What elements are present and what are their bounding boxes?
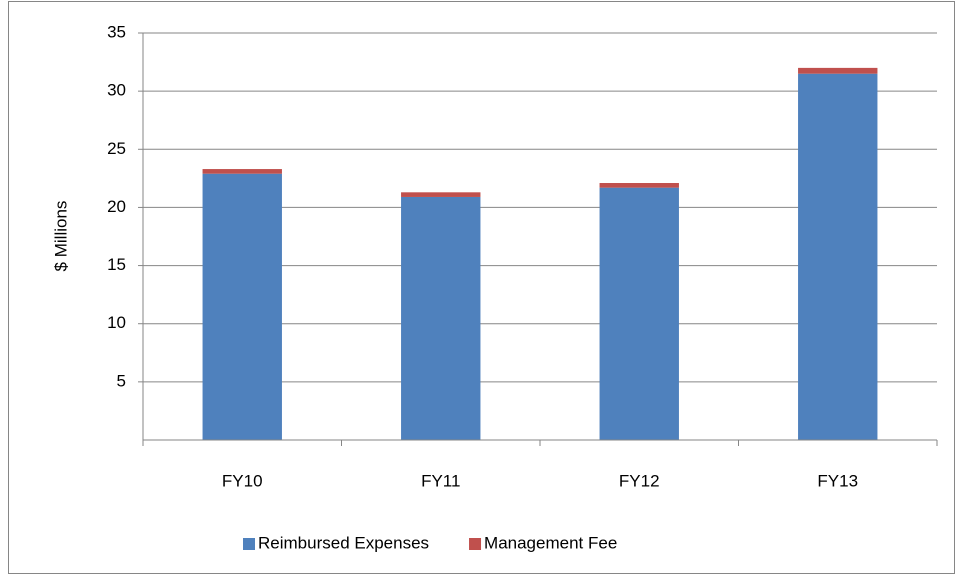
y-tick-label: 30 bbox=[107, 81, 126, 100]
x-tick-label: FY12 bbox=[619, 471, 660, 490]
legend-label: Reimbursed Expenses bbox=[258, 533, 429, 552]
y-axis-label: $ Millions bbox=[51, 201, 70, 272]
bar-segment bbox=[798, 73, 878, 440]
y-tick-label: 10 bbox=[107, 313, 126, 332]
x-tick-label: FY11 bbox=[421, 471, 460, 490]
y-tick-label: 25 bbox=[107, 139, 126, 158]
bar-segment bbox=[401, 192, 481, 197]
bar-segment bbox=[599, 183, 679, 188]
y-tick-label: 15 bbox=[107, 255, 126, 274]
x-tick-label: FY10 bbox=[222, 471, 263, 490]
legend-swatch bbox=[243, 538, 255, 550]
legend-swatch bbox=[469, 538, 482, 550]
bar-segment bbox=[798, 67, 878, 74]
x-tick-label: FY13 bbox=[817, 471, 858, 490]
bar-segment bbox=[202, 173, 282, 440]
y-tick-label: 5 bbox=[117, 371, 126, 390]
bar-segment bbox=[401, 196, 481, 440]
bar-segment bbox=[599, 187, 679, 440]
bar-segment bbox=[202, 169, 282, 174]
chart-frame bbox=[8, 1, 955, 574]
y-tick-label: 20 bbox=[107, 197, 126, 216]
y-tick-label: 35 bbox=[107, 22, 126, 41]
legend-label: Management Fee bbox=[484, 533, 617, 552]
